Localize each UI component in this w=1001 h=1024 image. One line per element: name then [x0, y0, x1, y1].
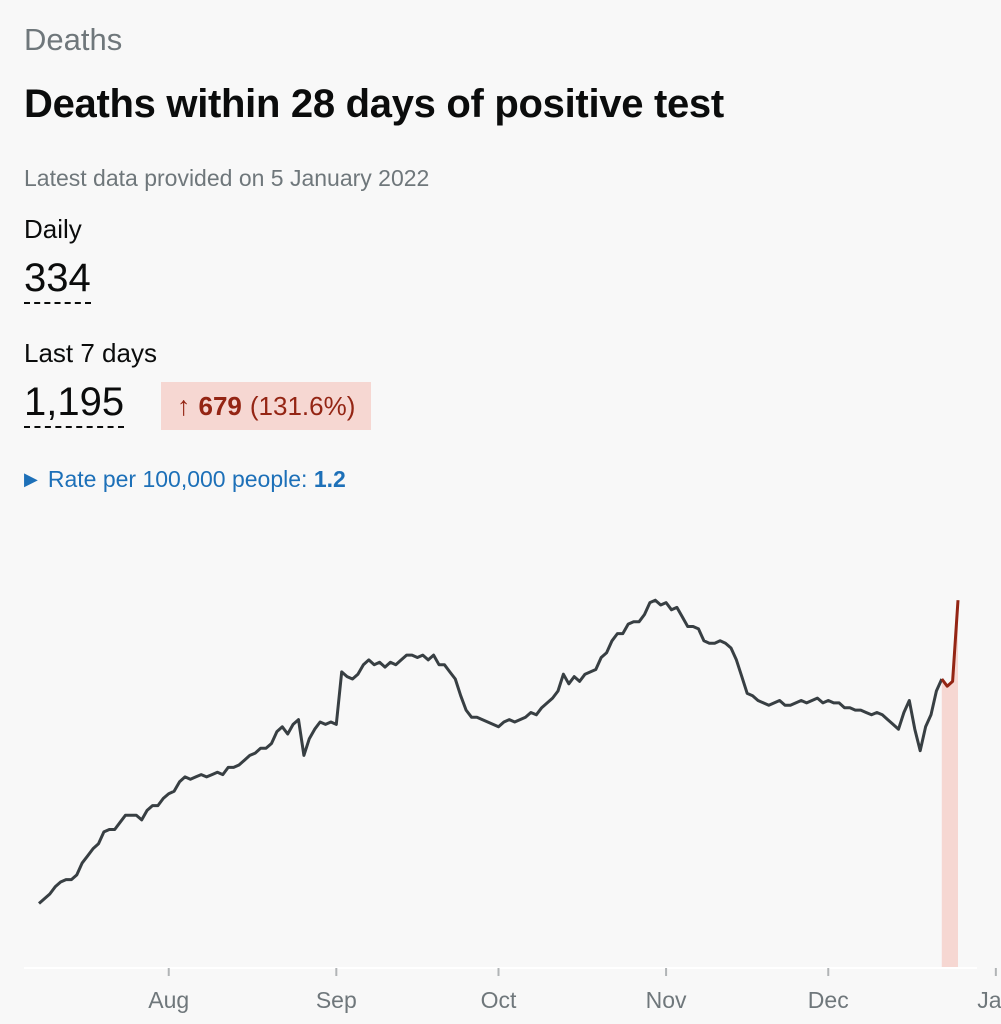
- last-updated: Latest data provided on 5 January 2022: [24, 165, 430, 191]
- card-heading: Deaths within 28 days of positive test: [24, 82, 724, 126]
- daily-label: Daily: [24, 214, 82, 244]
- up-arrow-icon: ↑: [177, 390, 191, 421]
- triangle-right-icon: ▶: [24, 469, 38, 489]
- x-tick-label-sep: Sep: [316, 987, 357, 1013]
- rate-label: Rate per 100,000 people:: [47, 466, 308, 492]
- recent-data-area: [941, 600, 958, 968]
- deaths-series-line: [38, 598, 944, 905]
- x-tick-label-nov: Nov: [646, 987, 687, 1013]
- daily-value[interactable]: 334: [24, 256, 91, 304]
- x-tick-label-jan: Jan: [977, 987, 1001, 1013]
- recent-series-line: [940, 600, 960, 688]
- change-value: 679: [198, 390, 242, 421]
- section-title: Deaths: [24, 22, 123, 57]
- last-7-days-label: Last 7 days: [24, 338, 157, 368]
- rate-toggle[interactable]: ▶ Rate per 100,000 people: 1.2: [24, 466, 346, 493]
- x-tick-label-oct: Oct: [481, 987, 517, 1013]
- rate-value: 1.2: [313, 466, 346, 492]
- deaths-card: Deaths Deaths within 28 days of positive…: [24, 0, 977, 1024]
- change-percent: (131.6%): [249, 390, 356, 421]
- x-tick-label-dec: Dec: [808, 987, 849, 1013]
- change-badge: ↑ 679 (131.6%): [161, 382, 372, 430]
- x-tick-label-aug: Aug: [148, 987, 189, 1013]
- last-7-days-value[interactable]: 1,195: [24, 380, 125, 428]
